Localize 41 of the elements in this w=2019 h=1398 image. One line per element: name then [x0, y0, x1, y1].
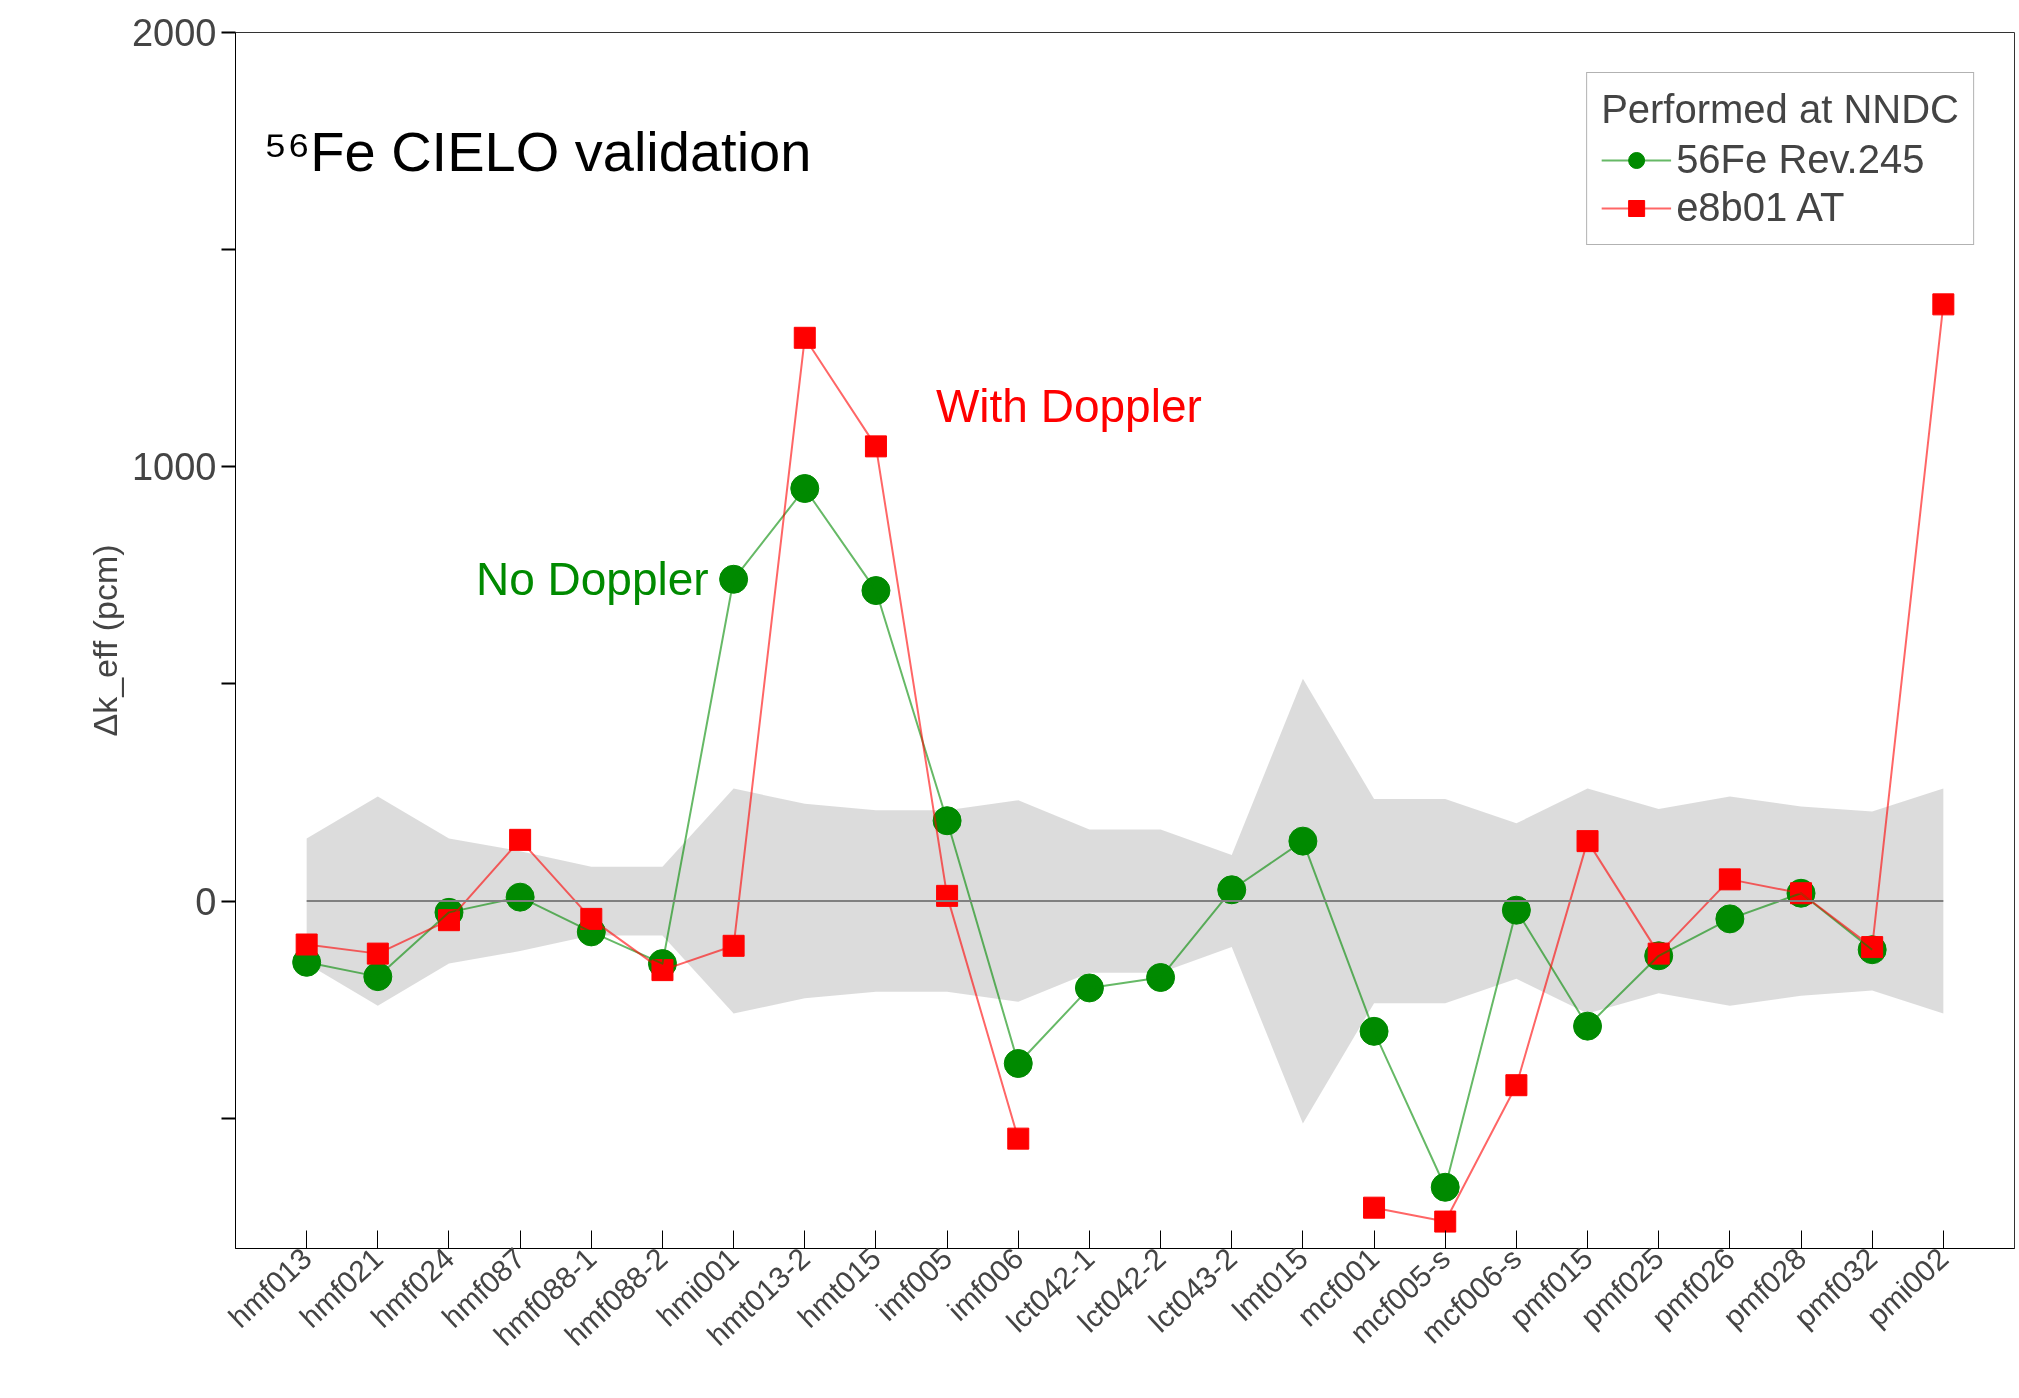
annotation: No Doppler: [475, 553, 709, 606]
point: [1576, 830, 1599, 853]
point: [1505, 1074, 1528, 1097]
legend-label: 56Fe Rev.245: [1676, 137, 1925, 182]
legend-title: Performed at NNDC: [1601, 87, 1959, 132]
point: [1003, 1049, 1033, 1078]
point: [505, 882, 535, 912]
point: [1715, 904, 1745, 934]
point: [295, 933, 318, 956]
point: [1146, 963, 1176, 992]
text: ⁵⁶Fe CIELO validation: [263, 119, 812, 183]
point: [366, 942, 389, 965]
y-tick-label: 0: [195, 880, 217, 923]
point: [932, 806, 962, 836]
point: [936, 884, 959, 907]
point: [719, 564, 749, 594]
point: [1718, 868, 1741, 891]
point: [864, 435, 887, 458]
point: [722, 934, 745, 957]
point: [793, 326, 816, 349]
y-tick-label: 2000: [131, 12, 217, 54]
point: [1363, 1196, 1386, 1219]
point: [580, 907, 603, 930]
point: [861, 576, 891, 606]
point: [1573, 1011, 1603, 1041]
point: [1359, 1016, 1389, 1046]
point: [509, 828, 532, 851]
point: [1434, 1210, 1457, 1233]
point: [1501, 895, 1531, 925]
point: [1932, 293, 1955, 316]
y-tick-label: 1000: [131, 446, 217, 489]
point: [1074, 973, 1104, 1003]
point: [363, 962, 393, 992]
point: [1007, 1127, 1030, 1150]
y-axis-title: Δk_eff (pcm): [85, 544, 124, 737]
point: [1288, 826, 1318, 856]
point: [790, 474, 820, 503]
legend-label: e8b01 AT: [1676, 185, 1845, 230]
point: [1217, 875, 1247, 905]
point: [1430, 1172, 1460, 1202]
annotation: With Doppler: [935, 380, 1202, 433]
